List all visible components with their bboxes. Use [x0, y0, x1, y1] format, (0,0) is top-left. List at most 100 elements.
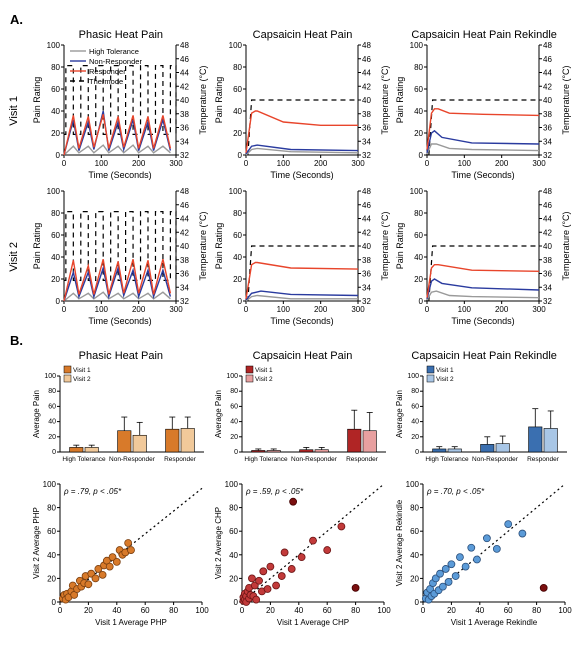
- svg-text:Pain Rating: Pain Rating: [214, 223, 224, 270]
- svg-text:20: 20: [48, 434, 56, 441]
- svg-text:38: 38: [543, 256, 552, 265]
- panel-b-label: B.: [10, 333, 575, 348]
- svg-text:100: 100: [195, 606, 209, 615]
- svg-text:40: 40: [362, 242, 371, 251]
- svg-text:80: 80: [414, 209, 423, 218]
- bars-phasic: 020406080100Average PainHigh ToleranceNo…: [30, 362, 212, 472]
- svg-text:60: 60: [230, 403, 238, 410]
- bars-rekindle: 020406080100Average PainHigh ToleranceNo…: [393, 362, 575, 472]
- svg-text:20: 20: [410, 574, 419, 583]
- svg-text:48: 48: [180, 187, 189, 196]
- svg-text:60: 60: [229, 527, 238, 536]
- svg-text:Visit 1: Visit 1: [73, 367, 91, 374]
- svg-text:Time (Seconds): Time (Seconds): [88, 316, 151, 326]
- svg-text:36: 36: [362, 270, 371, 279]
- svg-text:Average Pain: Average Pain: [395, 390, 404, 438]
- col-title-2: Capsaicin Heat Pain Rekindle: [393, 29, 575, 41]
- svg-text:100: 100: [458, 159, 472, 168]
- svg-text:200: 200: [495, 305, 509, 314]
- svg-text:Pain Rating: Pain Rating: [214, 77, 224, 124]
- svg-text:Temperature (°C): Temperature (°C): [380, 211, 390, 280]
- svg-text:300: 300: [169, 305, 183, 314]
- svg-text:100: 100: [95, 159, 109, 168]
- scatter-phasic: 002020404060608080100100Visit 1 Average …: [30, 478, 212, 628]
- chart-a-rekindle-v1: 0204060801003234363840424446480100200300…: [393, 41, 575, 181]
- svg-text:40: 40: [543, 96, 552, 105]
- svg-text:34: 34: [362, 283, 371, 292]
- svg-text:36: 36: [543, 124, 552, 133]
- svg-text:100: 100: [47, 187, 61, 196]
- svg-text:High Tolerance: High Tolerance: [89, 47, 139, 56]
- svg-text:100: 100: [95, 305, 109, 314]
- svg-text:80: 80: [233, 209, 242, 218]
- svg-text:80: 80: [532, 606, 541, 615]
- svg-text:Visit 2 Average PHP: Visit 2 Average PHP: [32, 507, 41, 579]
- svg-text:40: 40: [51, 253, 60, 262]
- col-title-1: Capsaicin Heat Pain: [212, 29, 394, 41]
- svg-text:Time (Seconds): Time (Seconds): [452, 316, 515, 326]
- svg-text:46: 46: [180, 55, 189, 64]
- svg-text:44: 44: [180, 215, 189, 224]
- svg-text:34: 34: [180, 137, 189, 146]
- svg-text:100: 100: [276, 159, 290, 168]
- svg-text:100: 100: [228, 187, 242, 196]
- chart-a-capsaicin-v2: 0204060801003234363840424446480100200300…: [212, 187, 394, 327]
- svg-text:40: 40: [233, 253, 242, 262]
- svg-text:0: 0: [233, 598, 238, 607]
- svg-text:200: 200: [495, 159, 509, 168]
- svg-text:48: 48: [543, 187, 552, 196]
- svg-text:46: 46: [180, 201, 189, 210]
- svg-text:High Tolerance: High Tolerance: [62, 456, 106, 463]
- svg-text:42: 42: [362, 228, 371, 237]
- svg-text:High Tolerance: High Tolerance: [426, 456, 470, 463]
- svg-text:60: 60: [412, 403, 420, 410]
- svg-text:40: 40: [410, 551, 419, 560]
- svg-text:Thermode: Thermode: [89, 77, 123, 86]
- svg-text:40: 40: [180, 242, 189, 251]
- svg-text:44: 44: [362, 215, 371, 224]
- svg-text:Visit 2 Average Rekindle: Visit 2 Average Rekindle: [395, 499, 404, 586]
- panel-a-label: A.: [10, 12, 575, 27]
- svg-text:34: 34: [180, 283, 189, 292]
- svg-text:ρ = .70, p < .05*: ρ = .70, p < .05*: [426, 487, 485, 496]
- svg-text:100: 100: [226, 373, 238, 380]
- visit-1-label: Visit 1: [8, 96, 30, 126]
- panel-b-scatter: 002020404060608080100100Visit 1 Average …: [30, 478, 575, 628]
- svg-text:Pain Rating: Pain Rating: [395, 223, 405, 270]
- svg-text:46: 46: [362, 201, 371, 210]
- svg-text:34: 34: [543, 137, 552, 146]
- svg-text:200: 200: [132, 159, 146, 168]
- svg-text:100: 100: [559, 606, 573, 615]
- svg-text:60: 60: [410, 527, 419, 536]
- svg-text:36: 36: [362, 124, 371, 133]
- svg-text:Average Pain: Average Pain: [32, 390, 41, 438]
- svg-text:20: 20: [447, 606, 456, 615]
- svg-text:0: 0: [421, 606, 426, 615]
- svg-text:Responder: Responder: [164, 456, 197, 463]
- svg-text:38: 38: [180, 256, 189, 265]
- svg-text:44: 44: [362, 69, 371, 78]
- svg-text:60: 60: [504, 606, 513, 615]
- svg-text:40: 40: [112, 606, 121, 615]
- visit-2-label: Visit 2: [8, 242, 30, 272]
- chart-a-phasic-v1: 0204060801003234363840424446480100200300…: [30, 41, 212, 181]
- svg-text:38: 38: [180, 110, 189, 119]
- svg-text:0: 0: [415, 598, 420, 607]
- svg-text:60: 60: [322, 606, 331, 615]
- svg-text:42: 42: [543, 82, 552, 91]
- svg-text:Time (Seconds): Time (Seconds): [270, 316, 333, 326]
- chart-a-capsaicin-v1: 0204060801003234363840424446480100200300…: [212, 41, 394, 181]
- svg-text:Responder: Responder: [346, 456, 379, 463]
- column-titles-b: Phasic Heat Pain Capsaicin Heat Pain Cap…: [30, 350, 575, 362]
- svg-text:Visit 1: Visit 1: [436, 367, 454, 374]
- svg-text:300: 300: [351, 305, 365, 314]
- svg-text:0: 0: [237, 297, 242, 306]
- svg-text:20: 20: [229, 574, 238, 583]
- svg-text:0: 0: [425, 159, 430, 168]
- svg-text:60: 60: [47, 527, 56, 536]
- svg-text:46: 46: [362, 55, 371, 64]
- svg-text:40: 40: [180, 96, 189, 105]
- svg-text:42: 42: [362, 82, 371, 91]
- svg-text:100: 100: [47, 41, 61, 50]
- svg-text:40: 40: [294, 606, 303, 615]
